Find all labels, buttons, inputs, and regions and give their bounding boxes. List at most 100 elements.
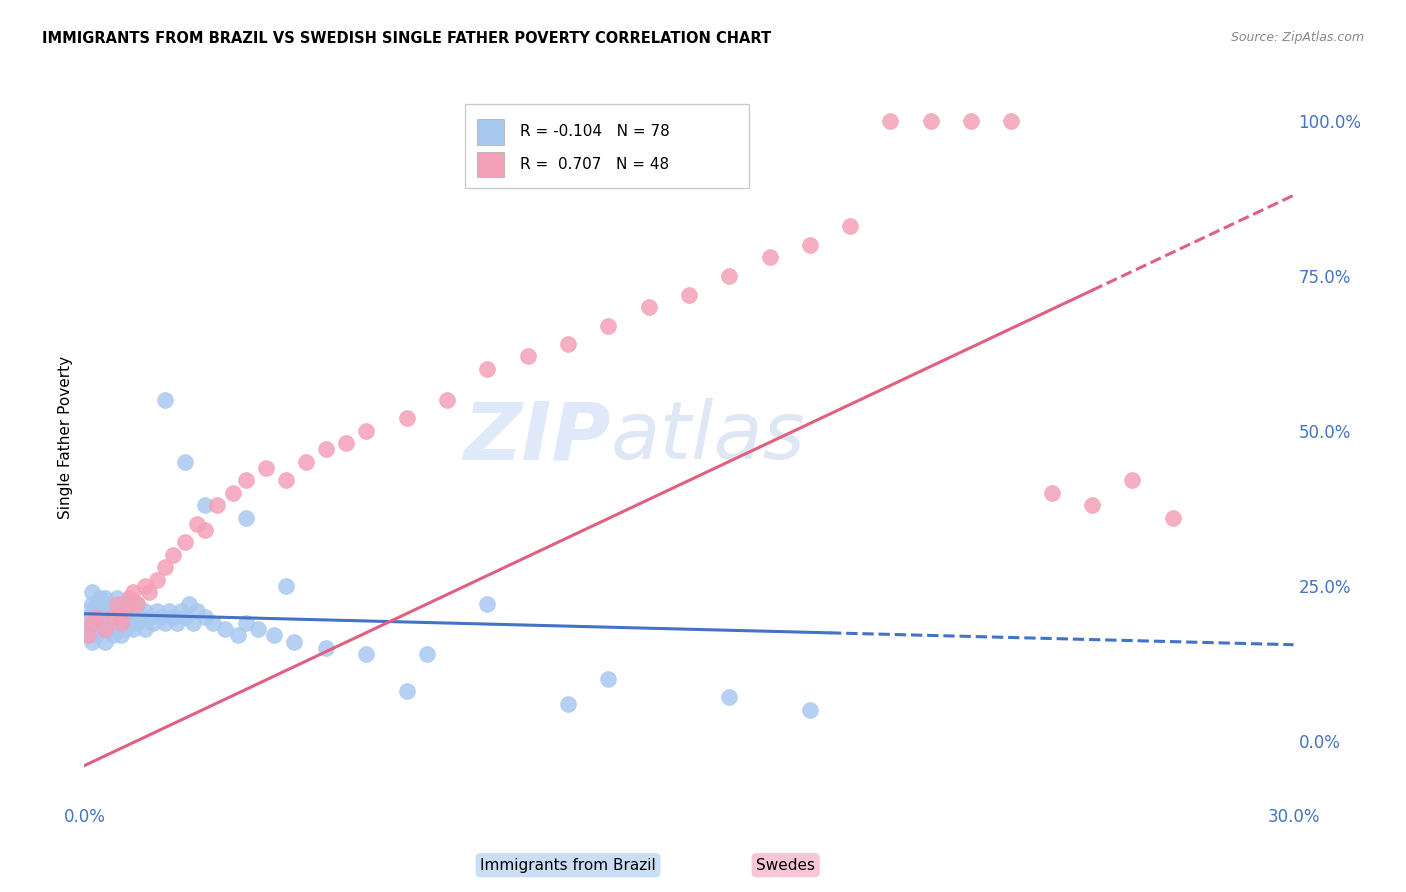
Point <box>194 610 217 624</box>
Point <box>86 598 108 612</box>
Point <box>146 573 169 587</box>
Point <box>1161 510 1184 524</box>
Point <box>114 610 136 624</box>
Point <box>82 615 104 630</box>
Point <box>295 455 318 469</box>
Point <box>82 610 104 624</box>
Point <box>516 350 538 364</box>
Point <box>101 628 124 642</box>
Point <box>356 647 378 661</box>
Point <box>97 598 120 612</box>
Point <box>105 622 128 636</box>
Point <box>77 628 100 642</box>
Point <box>207 498 229 512</box>
Point <box>77 628 100 642</box>
Point <box>86 615 108 630</box>
Point <box>110 610 132 624</box>
Y-axis label: Single Father Poverty: Single Father Poverty <box>58 356 73 518</box>
Point <box>93 604 115 618</box>
Point <box>86 610 108 624</box>
Point <box>222 486 245 500</box>
Point <box>101 615 124 630</box>
Point <box>274 474 297 488</box>
Point <box>134 604 156 618</box>
Text: Swedes: Swedes <box>756 858 815 872</box>
Point <box>77 615 100 630</box>
Text: R =  0.707   N = 48: R = 0.707 N = 48 <box>520 157 669 172</box>
Bar <box>478 152 503 178</box>
Point <box>235 510 257 524</box>
Point <box>110 615 132 630</box>
Point <box>93 622 115 636</box>
Point <box>89 604 111 618</box>
Point <box>121 604 143 618</box>
Point <box>105 610 128 624</box>
Point <box>839 219 862 234</box>
Point <box>82 622 104 636</box>
Point <box>121 622 143 636</box>
Point <box>1081 498 1104 512</box>
Point <box>105 598 128 612</box>
Point <box>82 598 104 612</box>
Point <box>153 560 176 574</box>
Point <box>153 392 176 407</box>
Point <box>718 690 741 705</box>
Point <box>1040 486 1063 500</box>
Point <box>174 455 197 469</box>
Point <box>226 628 249 642</box>
Point <box>315 640 337 655</box>
Bar <box>478 119 503 145</box>
Point <box>186 516 208 531</box>
Point <box>101 610 124 624</box>
Point <box>799 703 821 717</box>
Point <box>194 498 217 512</box>
Point <box>142 615 165 630</box>
Point <box>89 591 111 606</box>
Point <box>134 579 156 593</box>
Point <box>82 634 104 648</box>
Point <box>153 615 176 630</box>
Point <box>125 598 148 612</box>
Point <box>157 604 180 618</box>
Point <box>214 622 236 636</box>
Point <box>557 337 579 351</box>
Point <box>315 442 337 457</box>
Point <box>395 684 418 698</box>
Point <box>162 548 184 562</box>
Point <box>254 461 277 475</box>
Point <box>477 362 499 376</box>
Point <box>477 598 499 612</box>
Point <box>97 622 120 636</box>
Point <box>118 604 141 618</box>
Point <box>114 622 136 636</box>
Point <box>138 610 160 624</box>
Point <box>118 615 141 630</box>
Point <box>194 523 217 537</box>
Point <box>186 604 208 618</box>
Point <box>162 610 184 624</box>
Point <box>718 268 741 283</box>
FancyBboxPatch shape <box>465 104 749 188</box>
Point <box>174 535 197 549</box>
Point <box>129 610 152 624</box>
Point <box>170 604 193 618</box>
Point <box>436 392 458 407</box>
Point <box>110 628 132 642</box>
Text: Immigrants from Brazil: Immigrants from Brazil <box>481 858 657 872</box>
Point <box>146 604 169 618</box>
Point <box>879 114 901 128</box>
Point <box>920 114 942 128</box>
Point <box>93 615 115 630</box>
Point <box>114 604 136 618</box>
Point <box>557 697 579 711</box>
Point <box>86 628 108 642</box>
Text: Source: ZipAtlas.com: Source: ZipAtlas.com <box>1230 31 1364 45</box>
Point <box>138 585 160 599</box>
Point <box>598 318 620 333</box>
Point <box>82 585 104 599</box>
Point <box>97 610 120 624</box>
Point <box>274 579 297 593</box>
Point <box>799 238 821 252</box>
Point <box>118 591 141 606</box>
Text: R = -0.104   N = 78: R = -0.104 N = 78 <box>520 124 669 139</box>
